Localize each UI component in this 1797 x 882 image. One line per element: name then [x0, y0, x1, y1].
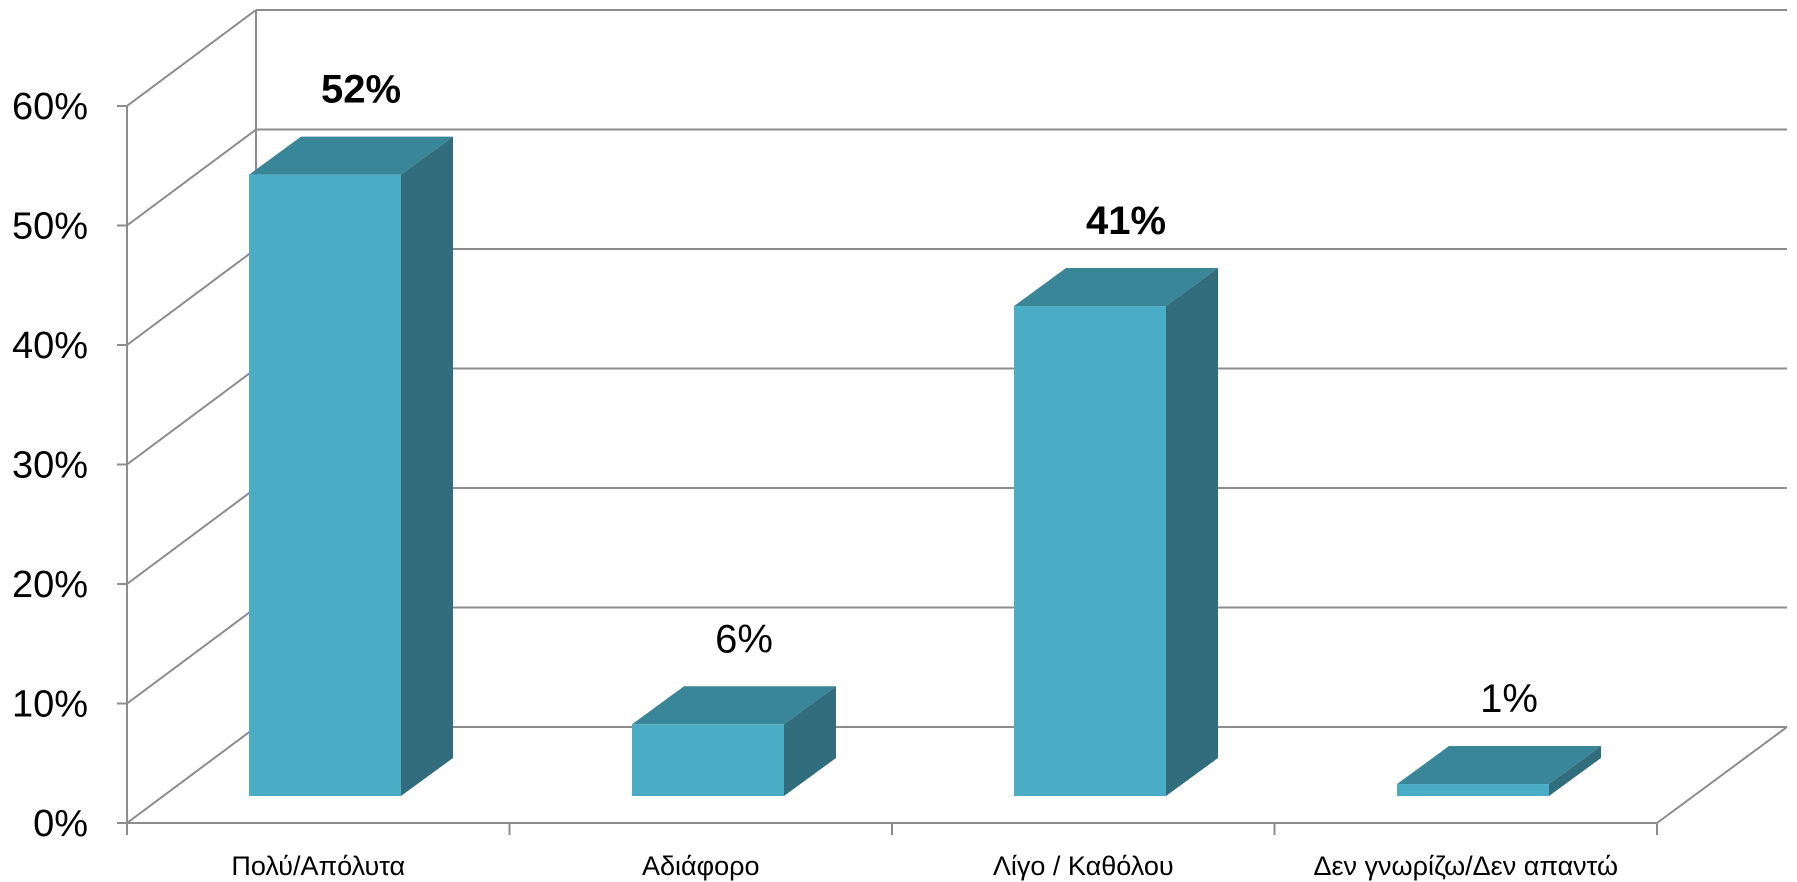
- y-tick-label: 0%: [33, 803, 88, 845]
- bar-side: [1549, 746, 1601, 796]
- y-tick-label: 10%: [12, 684, 88, 726]
- bar-side: [401, 136, 453, 797]
- gridline-side: [126, 367, 257, 466]
- category-labels: Πολύ/Απόλυτα Αδιάφορο Λίγο / Καθόλου Δεν γν…: [231, 851, 1618, 881]
- bar-top: [249, 136, 453, 175]
- y-tick-label: 60%: [12, 86, 88, 128]
- data-label: 6%: [715, 617, 773, 661]
- data-label: 41%: [1086, 199, 1166, 243]
- bar-front: [1397, 784, 1549, 796]
- bar-side: [784, 686, 836, 796]
- bar-top: [1397, 746, 1601, 785]
- data-labels: 52% 6% 41% 1%: [321, 68, 1538, 721]
- gridline-side: [126, 487, 257, 585]
- data-label: 1%: [1480, 677, 1538, 721]
- gridline-side: [126, 248, 257, 346]
- bars: [249, 136, 1601, 797]
- category-label: Δεν γνωρίζω/Δεν απαντώ: [1313, 851, 1618, 881]
- category-label: Πολύ/Απόλυτα: [231, 851, 405, 881]
- bar-top: [1014, 268, 1218, 307]
- y-tick-label: 30%: [12, 445, 88, 487]
- bar[interactable]: [249, 136, 453, 797]
- bar-front: [1014, 306, 1166, 796]
- category-label: Αδιάφορο: [642, 851, 760, 881]
- bar[interactable]: [1397, 746, 1601, 796]
- x-axis: [126, 822, 1658, 835]
- floor-right-edge: [1656, 726, 1788, 824]
- bar[interactable]: [632, 686, 836, 796]
- y-tick-label: 20%: [12, 564, 88, 606]
- category-label: Λίγο / Καθόλου: [993, 851, 1174, 881]
- gridline-side: [126, 128, 257, 227]
- y-tick-label: 50%: [12, 206, 88, 248]
- y-tick-label: 40%: [12, 325, 88, 367]
- bar[interactable]: [1014, 268, 1218, 796]
- bar-front: [632, 724, 784, 796]
- data-label: 52%: [321, 68, 401, 112]
- gridline-side: [126, 606, 257, 705]
- y-axis-ticks: 0% 10% 20% 30% 40% 50% 60%: [12, 86, 127, 845]
- bar-side: [1166, 268, 1218, 796]
- gridline-side: [126, 726, 257, 824]
- bar-top: [632, 686, 836, 725]
- gridline-side: [126, 9, 257, 107]
- bar-front: [249, 174, 401, 797]
